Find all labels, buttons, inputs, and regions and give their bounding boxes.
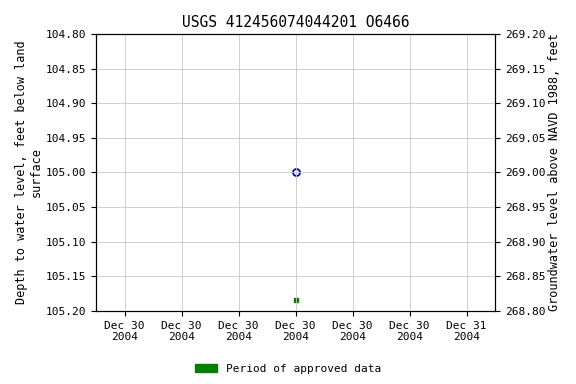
- Y-axis label: Groundwater level above NAVD 1988, feet: Groundwater level above NAVD 1988, feet: [548, 33, 561, 311]
- Legend: Period of approved data: Period of approved data: [191, 359, 385, 379]
- Title: USGS 412456074044201 O6466: USGS 412456074044201 O6466: [182, 15, 410, 30]
- Y-axis label: Depth to water level, feet below land
surface: Depth to water level, feet below land su…: [15, 41, 43, 304]
